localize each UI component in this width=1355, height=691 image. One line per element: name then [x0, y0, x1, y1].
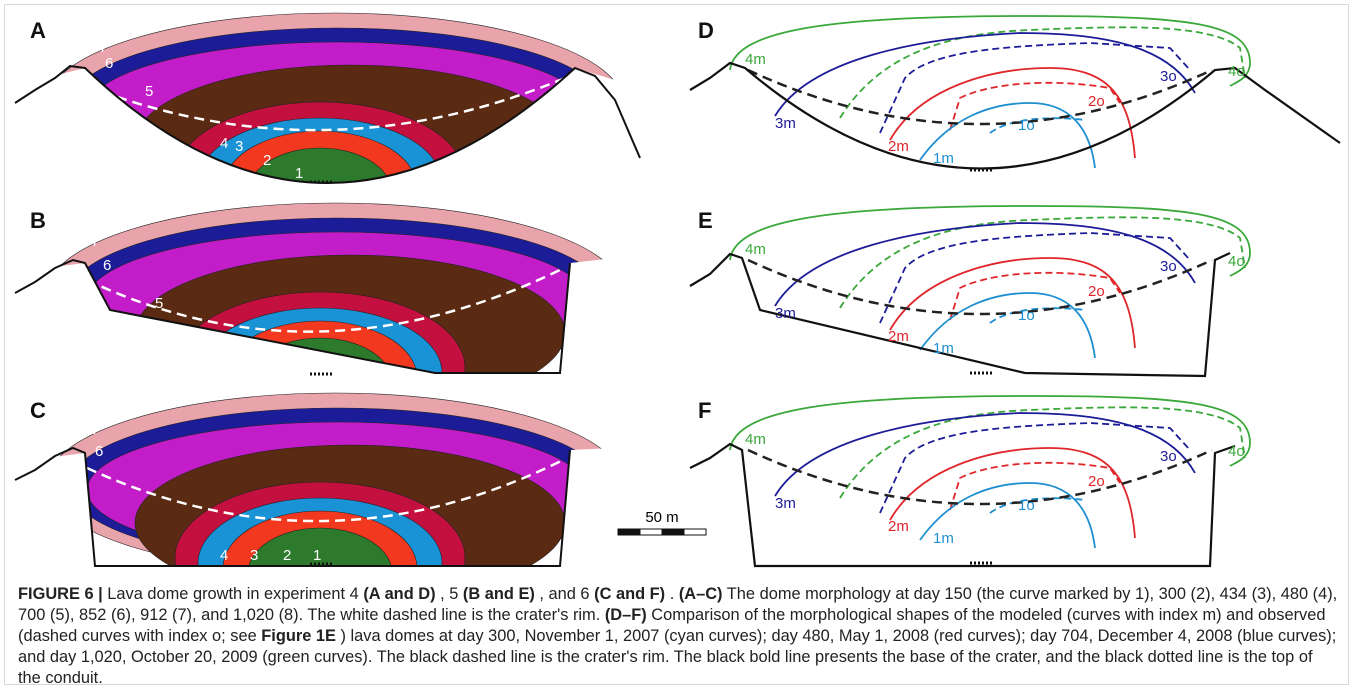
curve-label: 2o — [1088, 283, 1105, 300]
curve-label: 1m — [933, 340, 954, 357]
layer-label: 7 — [99, 39, 107, 56]
layer-label: 4 — [245, 342, 253, 359]
layer-label: 3 — [265, 342, 273, 359]
panel-letter: F — [698, 398, 711, 423]
curve-label: 4m — [745, 431, 766, 448]
caption-bold: (A–C) — [679, 585, 723, 603]
scale-label: 50 m — [645, 509, 678, 526]
curve-label: 4m — [745, 241, 766, 258]
caption-bold: Figure 1E — [261, 627, 336, 645]
layer-label: 3 — [250, 547, 258, 564]
curve-label: 3m — [775, 115, 796, 132]
curve-label: 4o — [1228, 253, 1245, 270]
curve-label: 1o — [1018, 117, 1035, 134]
panel-letter: E — [698, 208, 713, 233]
scale-segment — [662, 529, 684, 535]
curve-label: 2m — [888, 138, 909, 155]
panel-letter: A — [30, 18, 46, 43]
scale-segment — [618, 529, 640, 535]
layer-label: 1 — [295, 165, 303, 182]
caption-text: , and 6 — [539, 585, 589, 603]
layer-label: 2 — [263, 152, 271, 169]
layer-label: 3 — [235, 138, 243, 155]
curve-label: 3m — [775, 305, 796, 322]
layer-label: 5 — [155, 295, 163, 312]
layer-label: 7 — [91, 421, 99, 438]
curve-label: 4o — [1228, 443, 1245, 460]
caption-text: , 5 — [440, 585, 458, 603]
layer-label: 6 — [105, 55, 113, 72]
layer-label: 5 — [100, 547, 108, 564]
scale-segment — [684, 529, 706, 535]
modeled-curve — [890, 258, 1135, 348]
layer-label: 4 — [220, 547, 228, 564]
curve-label: 1m — [933, 150, 954, 167]
layer-label: 8 — [85, 401, 93, 418]
scale-segment — [640, 529, 662, 535]
curve-label: 1o — [1018, 497, 1035, 514]
layer-label: 2 — [287, 347, 295, 364]
layer-label: 4 — [220, 135, 228, 152]
caption: FIGURE 6 | Lava dome growth in experimen… — [18, 584, 1338, 689]
layer-label: 1 — [313, 353, 321, 370]
layer-label: 7 — [91, 233, 99, 250]
caption-bold: (D–F) — [605, 606, 647, 624]
layer-label: 5 — [145, 83, 153, 100]
panel-left: C 8 7 6 5 4 3 2 1 — [15, 393, 623, 580]
curve-label: 3o — [1160, 68, 1177, 85]
caption-text: . — [670, 585, 675, 603]
panel-letter: C — [30, 398, 46, 423]
curve-label: 2o — [1088, 473, 1105, 490]
panel-right: E 4m 3m 2m 1m 1o 2o 3o 4o — [690, 206, 1250, 376]
curve-label: 3o — [1160, 448, 1177, 465]
layer-label: 8 — [93, 21, 101, 38]
panel-right: D 4m 3m 2m 1m 1o 2o 3o 4o — [690, 16, 1340, 170]
layer-label: 8 — [85, 211, 93, 228]
panel-right: F 4m 3m 2m 1m 1o 2o 3o 4o — [690, 396, 1250, 566]
modeled-curve — [890, 448, 1135, 538]
curve-label: 4o — [1228, 63, 1245, 80]
caption-bold: FIGURE 6 | — [18, 585, 103, 603]
panel-letter: B — [30, 208, 46, 233]
layer-label: 6 — [103, 257, 111, 274]
layer-label: 6 — [95, 443, 103, 460]
curve-label: 1o — [1018, 307, 1035, 324]
layer-label: 1 — [313, 547, 321, 564]
curve-label: 2o — [1088, 93, 1105, 110]
curve-label: 2m — [888, 518, 909, 535]
caption-text: Lava dome growth in experiment 4 — [107, 585, 358, 603]
curve-label: 3m — [775, 495, 796, 512]
curve-label: 1m — [933, 530, 954, 547]
caption-bold: (B and E) — [463, 585, 535, 603]
layer-label: 2 — [283, 547, 291, 564]
curve-label: 2m — [888, 328, 909, 345]
scale-bar: 50 m — [618, 509, 706, 535]
curve-label: 4m — [745, 51, 766, 68]
caption-bold: (A and D) — [363, 585, 435, 603]
caption-bold: (C and F) — [594, 585, 665, 603]
panel-letter: D — [698, 18, 714, 43]
curve-label: 3o — [1160, 258, 1177, 275]
